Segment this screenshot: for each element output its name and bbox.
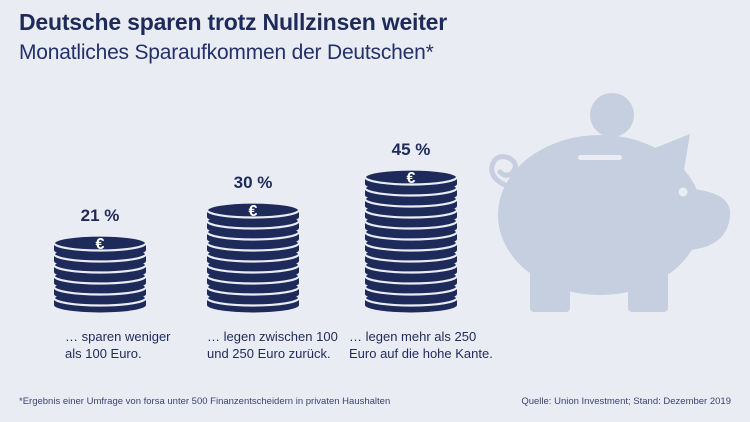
- coin: [363, 168, 459, 192]
- category-label: … sparen weniger als 100 Euro.: [65, 329, 171, 361]
- euro-icon: €: [96, 236, 105, 253]
- coin-slot: [578, 155, 622, 160]
- piggy-bank-icon: [489, 93, 731, 312]
- euro-icon: €: [249, 203, 258, 220]
- chart-subtitle: Monatliches Sparaufkommen der Deutschen*: [19, 41, 434, 64]
- footnote: *Ergebnis einer Umfrage von forsa unter …: [19, 396, 391, 407]
- category-label: … legen zwischen 100 und 250 Euro zurück.: [207, 329, 338, 361]
- value-label: 45 %: [391, 139, 431, 159]
- value-label: 21 %: [80, 205, 120, 225]
- coin-stack: €: [363, 168, 459, 313]
- coin-stack: €: [52, 234, 148, 313]
- coin: [52, 234, 148, 258]
- coin: [205, 201, 301, 225]
- source-note: Quelle: Union Investment; Stand: Dezembe…: [521, 396, 731, 407]
- value-label: 30 %: [233, 172, 273, 192]
- coin-stack: €: [205, 201, 301, 313]
- category-label: … legen mehr als 250 Euro auf die hohe Ka…: [349, 329, 493, 361]
- euro-icon: €: [407, 170, 416, 187]
- piggy-eye: [678, 187, 688, 197]
- chart-title: Deutsche sparen trotz Nullzinsen weiter: [19, 9, 448, 35]
